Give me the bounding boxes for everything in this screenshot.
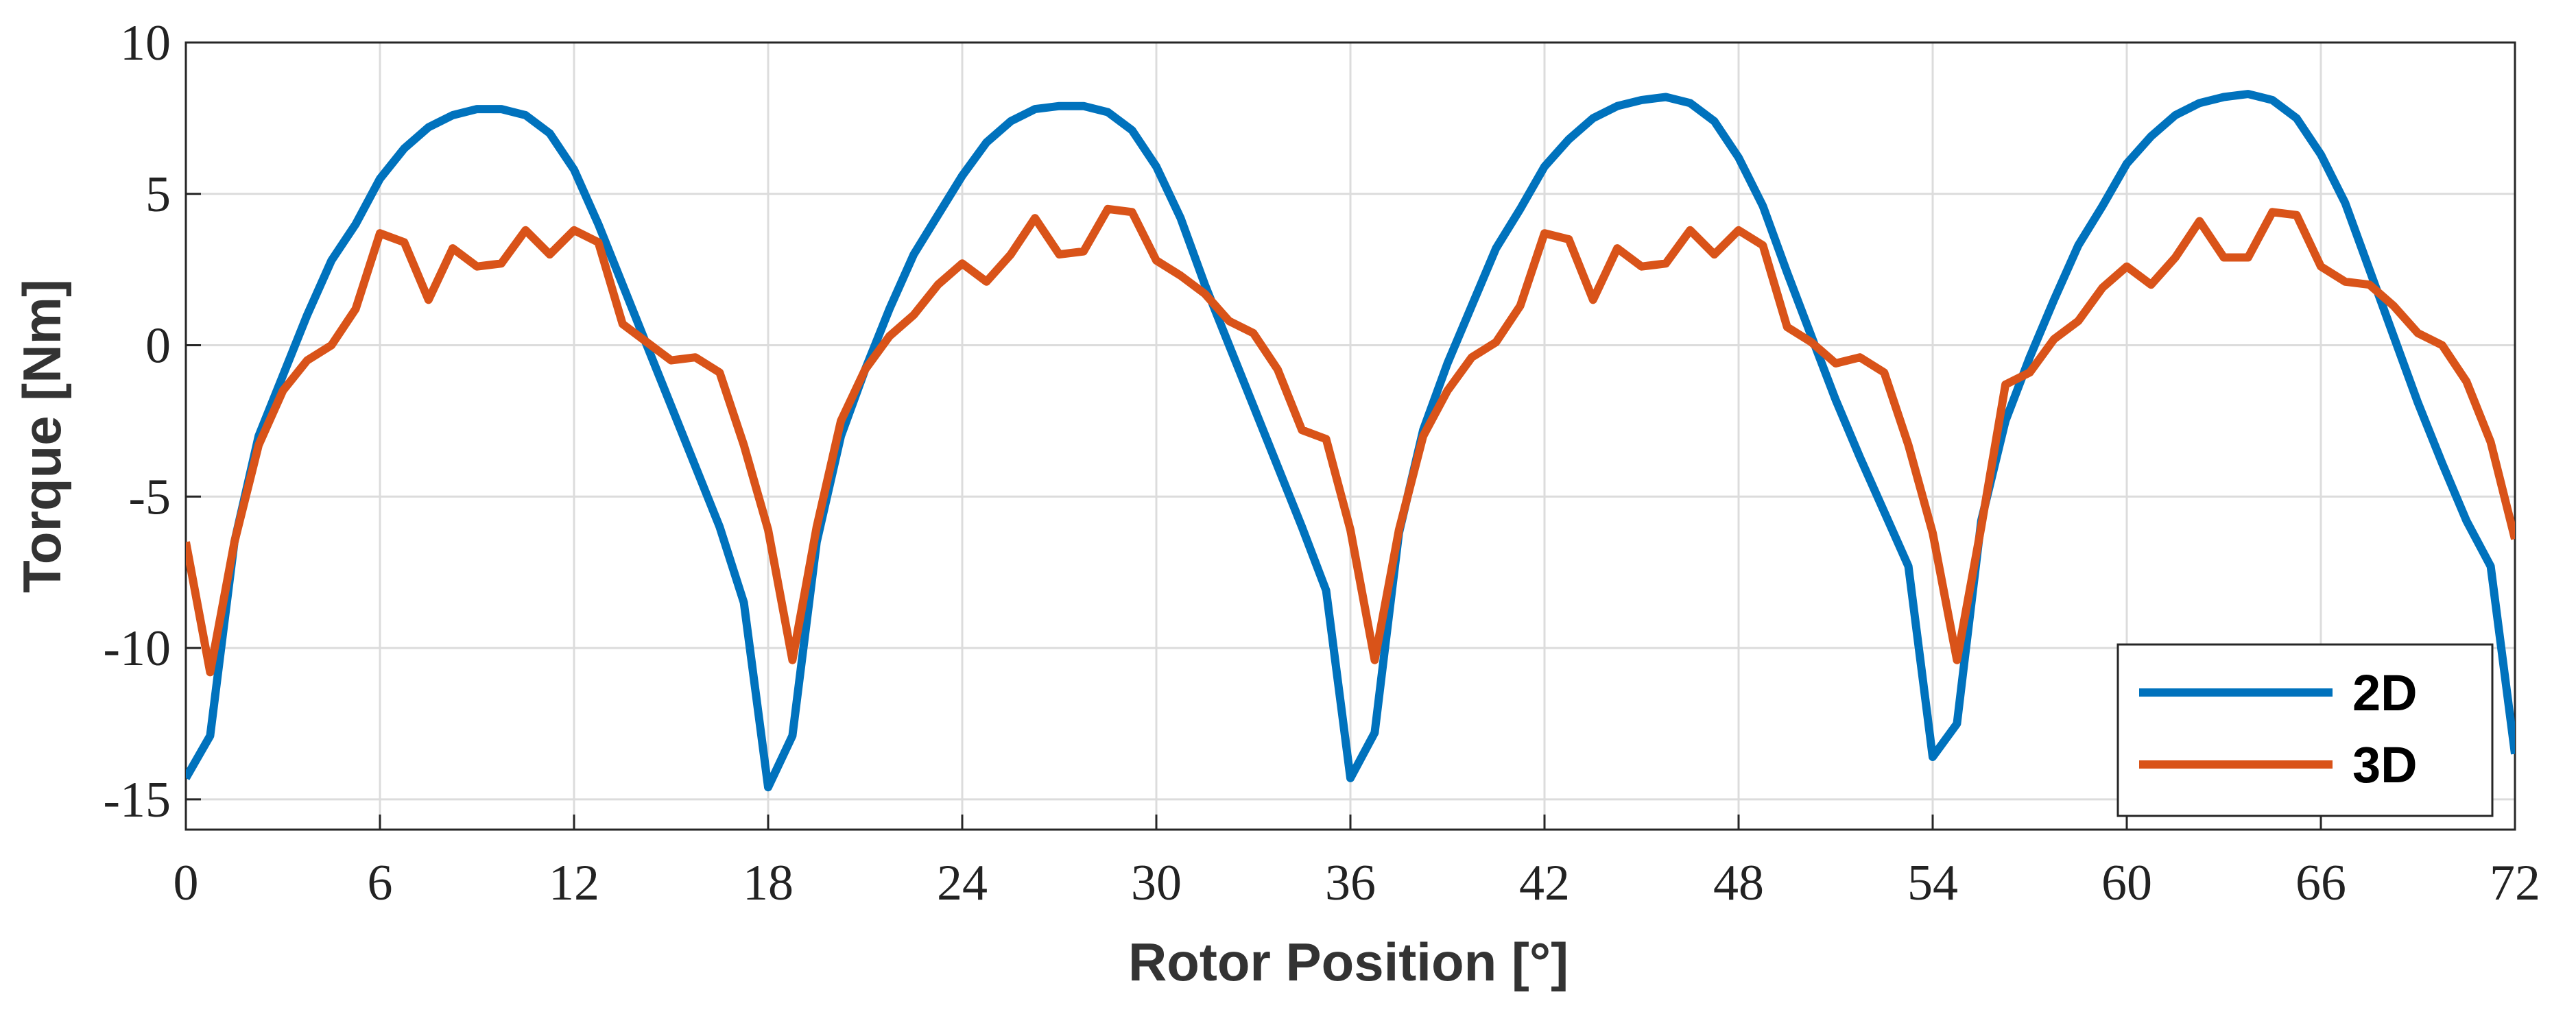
x-tick-label: 0 xyxy=(174,855,199,911)
x-tick-label: 36 xyxy=(1325,855,1376,911)
y-axis-label: Torque [Nm] xyxy=(12,279,72,593)
legend-box xyxy=(2116,643,2494,817)
y-tick-label: -15 xyxy=(103,772,171,828)
series-line xyxy=(186,204,2515,677)
legend-label: 3D xyxy=(2352,736,2418,793)
series-line xyxy=(186,90,2515,792)
x-tick-label: 30 xyxy=(1131,855,1182,911)
x-tick-label: 60 xyxy=(2101,855,2152,911)
x-tick-label: 54 xyxy=(1907,855,1958,911)
x-tick-label: 12 xyxy=(549,855,599,911)
legend-label: 2D xyxy=(2352,664,2418,721)
axes-box xyxy=(184,41,2516,831)
y-tick-label: -5 xyxy=(128,469,171,525)
y-tick-label: 5 xyxy=(145,167,171,223)
x-tick-label: 18 xyxy=(743,855,794,911)
y-tick-label: 0 xyxy=(145,318,171,374)
x-tick-label: 66 xyxy=(2295,855,2346,911)
y-tick-label: -10 xyxy=(103,621,171,677)
x-tick-label: 42 xyxy=(1519,855,1570,911)
x-tick-label: 24 xyxy=(937,855,988,911)
x-tick-label: 72 xyxy=(2490,855,2540,911)
x-tick-label: 48 xyxy=(1713,855,1764,911)
x-tick-label: 6 xyxy=(368,855,393,911)
y-tick-label: 10 xyxy=(120,15,171,71)
x-axis-label: Rotor Position [°] xyxy=(1128,932,1569,992)
